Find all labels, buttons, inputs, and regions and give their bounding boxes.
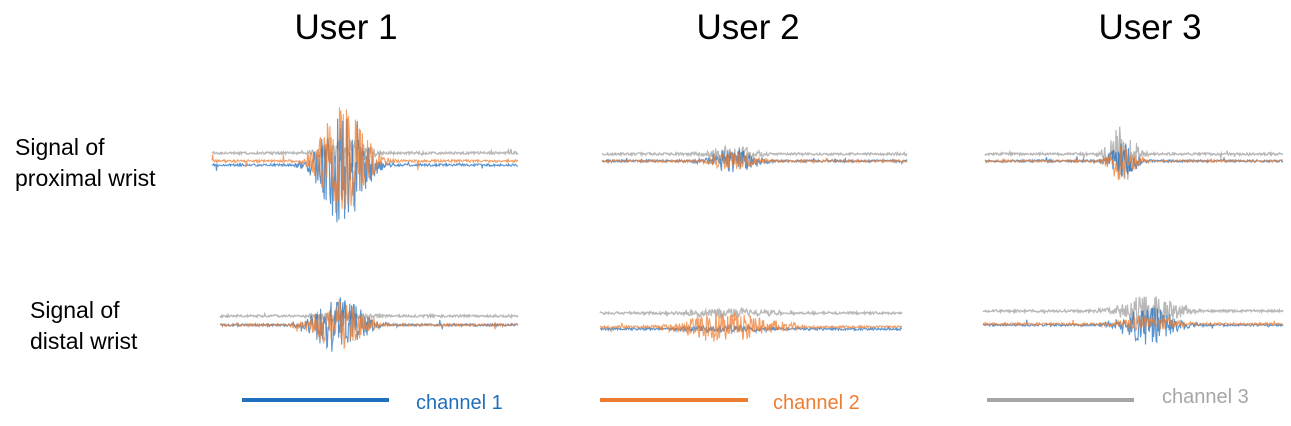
row-label-proximal: Signal of proximal wrist xyxy=(15,132,156,194)
series-line-channel-2 xyxy=(985,146,1283,181)
panel-user3-proximal xyxy=(985,105,1283,230)
row-label-distal: Signal of distal wrist xyxy=(30,295,137,357)
panel-user1-distal xyxy=(220,283,518,368)
legend-label-channel-2: channel 2 xyxy=(773,392,860,415)
column-title-user-1: User 1 xyxy=(216,8,476,48)
panel-user1-proximal xyxy=(212,105,518,230)
panel-user2-proximal xyxy=(602,105,907,230)
column-title-user-2: User 2 xyxy=(618,8,878,48)
legend-line-channel-2 xyxy=(600,398,748,402)
legend-line-channel-3 xyxy=(987,398,1134,402)
legend-label-channel-1: channel 1 xyxy=(416,392,503,415)
row-label-proximal-line1: Signal of xyxy=(15,132,156,163)
column-title-user-3: User 3 xyxy=(1020,8,1280,48)
series-line-channel-1 xyxy=(983,308,1283,345)
series-line-channel-2 xyxy=(600,313,902,341)
panel-user2-distal xyxy=(600,283,902,368)
legend-line-channel-1 xyxy=(242,398,389,402)
row-label-distal-line1: Signal of xyxy=(30,295,137,326)
row-label-proximal-line2: proximal wrist xyxy=(15,163,156,194)
row-label-distal-line2: distal wrist xyxy=(30,326,137,357)
panel-user3-distal xyxy=(983,283,1283,368)
series-line-channel-2 xyxy=(212,107,518,213)
series-line-channel-3 xyxy=(985,127,1283,180)
legend-label-channel-3: channel 3 xyxy=(1162,386,1249,409)
